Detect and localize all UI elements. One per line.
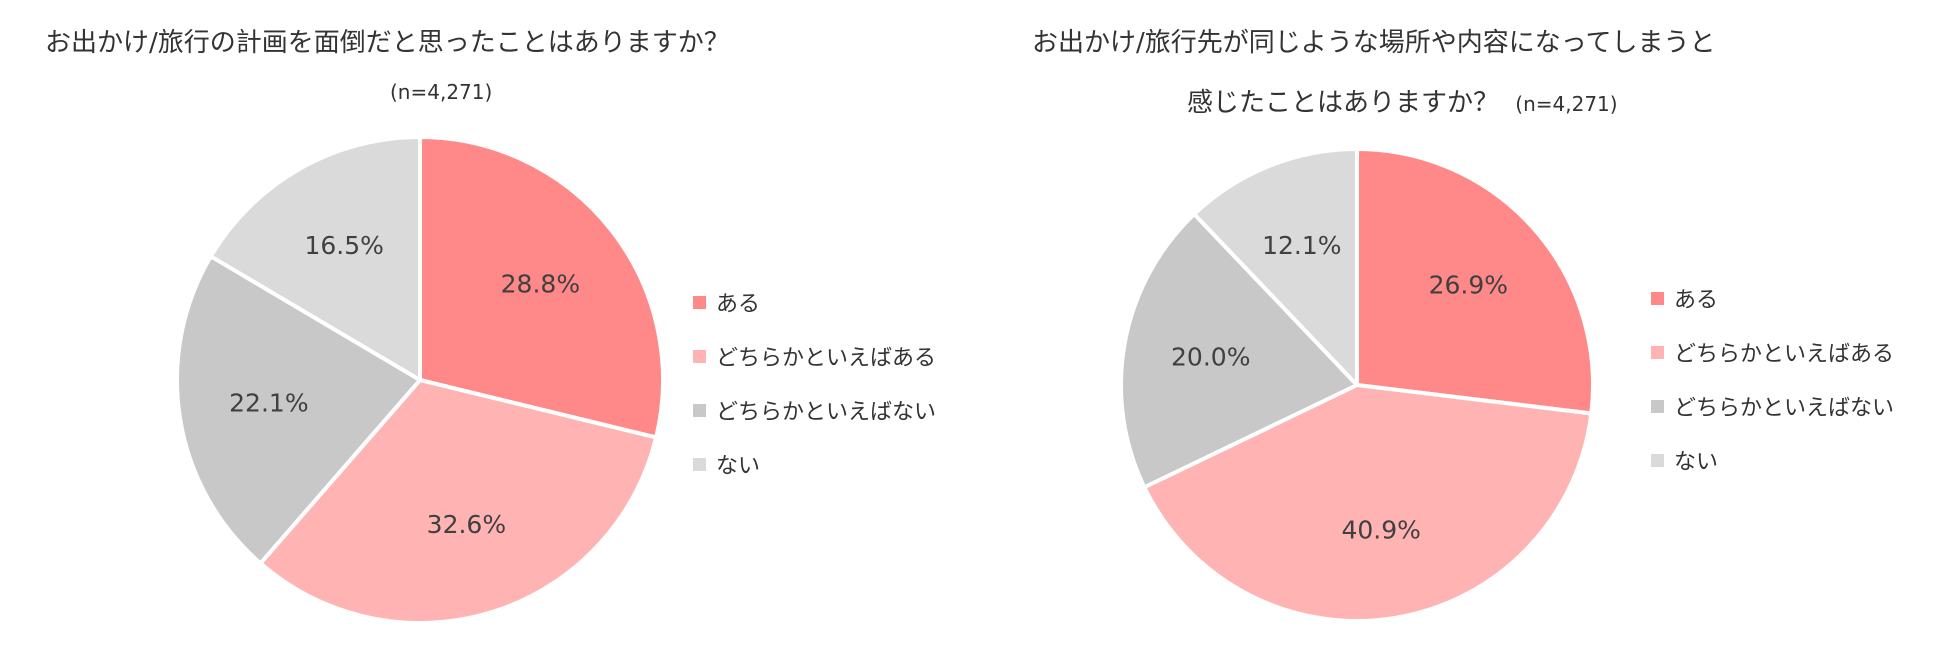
legend-label: ない: [1674, 450, 1719, 475]
slice-nai-label: 16.5%: [304, 231, 383, 260]
slice-somewhat-nai-label: 22.1%: [229, 388, 308, 417]
slice-aru: [1355, 147, 1595, 416]
legend-item-aru: ある: [693, 275, 936, 329]
legend-item-somewhat-aru: どちらかといえばある: [693, 329, 936, 383]
legend-label: ない: [716, 454, 761, 479]
slice-somewhat-nai-label: 20.0%: [1171, 342, 1250, 371]
slice-somewhat-aru: [258, 378, 659, 625]
legend-swatch: [693, 295, 706, 309]
legend-swatch: [1651, 291, 1664, 305]
slice-aru-label: 26.9%: [1429, 270, 1508, 299]
legend-swatch: [1651, 453, 1664, 467]
legend-swatch: [1651, 345, 1664, 359]
legend-item-somewhat-nai: どちらかといえばない: [693, 383, 936, 437]
legend-item-somewhat-nai: どちらかといえばない: [1651, 379, 1894, 433]
slice-somewhat-aru-label: 32.6%: [427, 510, 506, 539]
legend-swatch: [1651, 399, 1664, 413]
legend-swatch: [693, 403, 706, 417]
legend-label: どちらかといえばない: [1674, 396, 1895, 421]
legend: ある どちらかといえばある どちらかといえばない ない: [693, 275, 936, 491]
legend-label: ある: [1674, 288, 1719, 313]
legend-item-nai: ない: [693, 437, 936, 491]
legend-swatch: [693, 349, 706, 363]
slice-aru-label: 28.8%: [501, 269, 580, 298]
chart-title-text: 感じたことはありますか？: [1187, 88, 1500, 118]
pie-chart-same-destination: お出かけ/旅行先が同じような場所や内容になってしまうと 感じたことはありますか？…: [975, 0, 1950, 649]
legend-swatch: [693, 457, 706, 471]
sample-size-label: (n=4,271): [390, 80, 493, 104]
pie-chart-planning-hassle: お出かけ/旅行の計画を面倒だと思ったことはありますか？ (n=4,271) 28…: [45, 28, 936, 625]
chart-title-line2: 感じたことはありますか？ (n=4,271): [1187, 82, 1618, 119]
slice-somewhat-nai: [1119, 212, 1359, 490]
legend-item-nai: ない: [1651, 433, 1894, 487]
sample-size-label: (n=4,271): [1515, 92, 1618, 116]
legend-item-aru: ある: [1651, 271, 1894, 325]
slice-nai-label: 12.1%: [1262, 231, 1341, 260]
pie-svg: 28.8% 32.6% 22.1% 16.5%: [175, 135, 665, 625]
legend-label: どちらかといえばある: [716, 346, 937, 371]
chart-title-line1: お出かけ/旅行先が同じような場所や内容になってしまうと: [1032, 28, 1716, 58]
legend-label: どちらかといえばない: [716, 400, 937, 425]
slice-aru: [418, 135, 665, 440]
slice-somewhat-aru: [1142, 383, 1594, 623]
legend-label: どちらかといえばある: [1674, 342, 1895, 367]
legend-label: ある: [716, 292, 761, 317]
slice-nai: [1192, 147, 1359, 387]
slice-nai: [208, 135, 422, 382]
legend: ある どちらかといえばある どちらかといえばない ない: [1651, 271, 1894, 487]
legend-item-somewhat-aru: どちらかといえばある: [1651, 325, 1894, 379]
pie-svg: 26.9% 40.9% 20.0% 12.1%: [1119, 147, 1595, 623]
slice-somewhat-nai: [175, 254, 422, 566]
slice-somewhat-aru-label: 40.9%: [1341, 516, 1420, 545]
chart-title: お出かけ/旅行の計画を面倒だと思ったことはありますか？: [45, 28, 730, 58]
